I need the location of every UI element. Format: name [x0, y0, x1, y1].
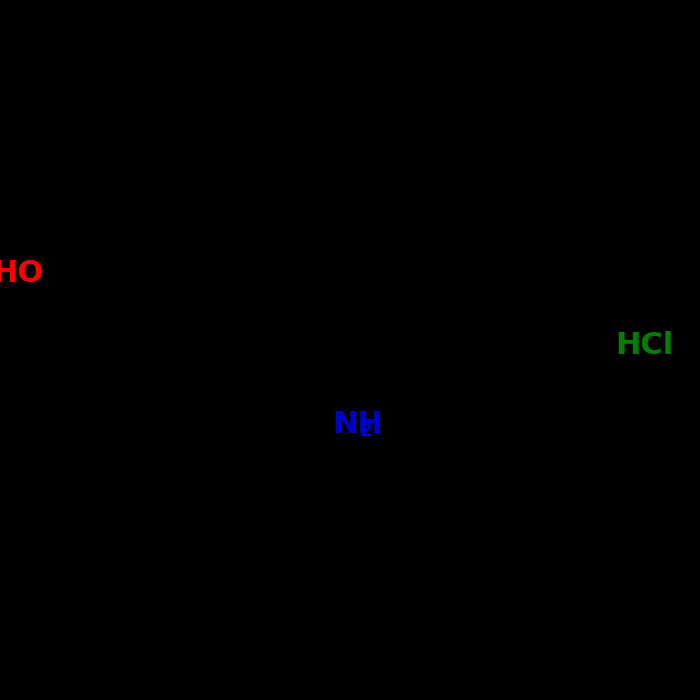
Text: 2: 2 — [358, 421, 372, 440]
Text: HCl: HCl — [615, 331, 673, 360]
Text: NH: NH — [332, 410, 383, 439]
Text: HO: HO — [0, 259, 43, 288]
